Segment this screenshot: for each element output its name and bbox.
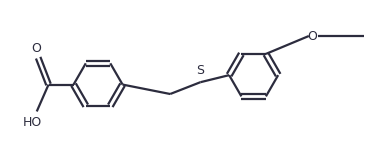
Text: O: O	[308, 29, 318, 42]
Text: HO: HO	[22, 116, 42, 129]
Text: O: O	[31, 42, 41, 55]
Text: S: S	[196, 64, 204, 78]
